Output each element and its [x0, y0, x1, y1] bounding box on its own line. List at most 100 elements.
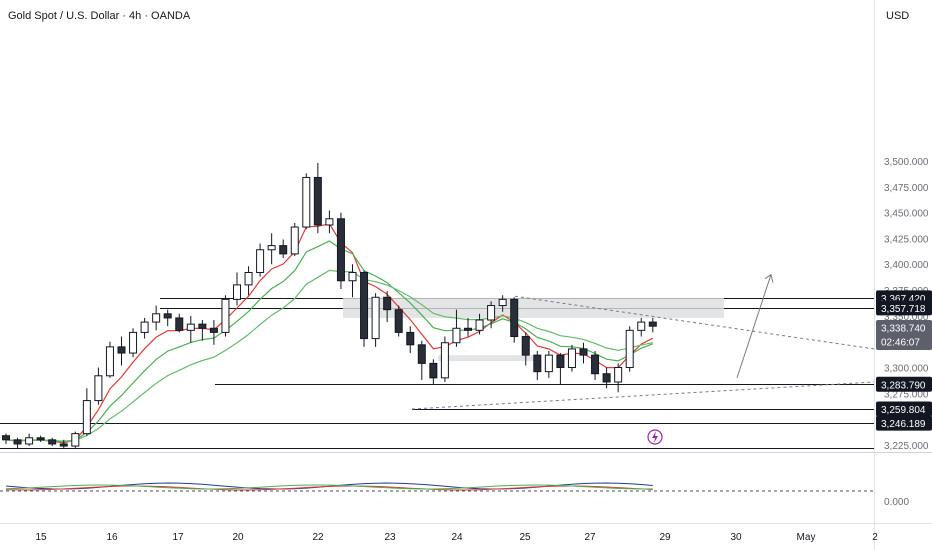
currency-label[interactable]: USD	[886, 10, 910, 22]
candle-up[interactable]	[567, 348, 576, 369]
price-tick-label: 3,500.000	[884, 157, 929, 168]
candle-up[interactable]	[371, 296, 380, 340]
candle-up[interactable]	[25, 437, 34, 445]
candle-down[interactable]	[591, 354, 600, 375]
candle-down[interactable]	[13, 439, 22, 445]
candle-down[interactable]	[48, 439, 57, 445]
projection-arrow-head	[764, 273, 774, 283]
price-label: 3,283.790	[881, 380, 926, 391]
price-label-bg	[876, 320, 932, 351]
osc-tick-label: 0.000	[884, 497, 909, 508]
candle-down[interactable]	[36, 437, 45, 441]
candle-down[interactable]	[429, 362, 438, 379]
time-tick-label: 29	[659, 532, 671, 543]
candle-up[interactable]	[82, 400, 91, 435]
candle-down[interactable]	[602, 373, 611, 383]
candle-down[interactable]	[521, 336, 530, 356]
candle-up[interactable]	[140, 321, 149, 333]
candle-down[interactable]	[209, 327, 218, 333]
candle-up[interactable]	[244, 271, 253, 286]
time-tick-label: May	[797, 532, 816, 543]
time-tick-label: 20	[232, 532, 244, 543]
candle-down[interactable]	[648, 321, 657, 327]
candle-down[interactable]	[279, 245, 288, 255]
price-tick-label: 3,275.000	[884, 389, 929, 400]
ascending-trendline[interactable]	[411, 381, 875, 410]
candle-up[interactable]	[105, 346, 114, 377]
candle-down[interactable]	[163, 313, 172, 319]
time-tick-label: 22	[312, 532, 324, 543]
candle-up[interactable]	[152, 313, 161, 323]
candle-up[interactable]	[129, 331, 138, 354]
time-tick-label: 27	[584, 532, 596, 543]
ma-mid-line	[5, 240, 654, 443]
price-label: 3,338.740	[881, 324, 926, 335]
candle-up[interactable]	[186, 323, 195, 331]
candle-down[interactable]	[579, 348, 588, 356]
time-tick-label: 16	[106, 532, 118, 543]
time-tick-label: 23	[384, 532, 396, 543]
candle-down[interactable]	[394, 309, 403, 333]
candle-up[interactable]	[487, 305, 496, 321]
candle-down[interactable]	[198, 323, 207, 329]
candle-down[interactable]	[417, 344, 426, 364]
symbol-title: Gold Spot / U.S. Dollar · 4h · OANDA	[8, 10, 191, 22]
time-tick-label: 24	[451, 532, 463, 543]
candle-down[interactable]	[533, 354, 542, 373]
candle-down[interactable]	[117, 346, 126, 354]
descending-trendline[interactable]	[514, 295, 875, 350]
price-tick-label: 3,450.000	[884, 209, 929, 220]
candle-down[interactable]	[510, 298, 519, 338]
time-tick-label: 17	[172, 532, 184, 543]
candle-up[interactable]	[625, 329, 634, 369]
price-tick-label: 3,400.000	[884, 260, 929, 271]
price-tick-label: 3,300.000	[884, 364, 929, 375]
candle-down[interactable]	[406, 331, 415, 346]
candle-up[interactable]	[637, 321, 646, 331]
candle-up[interactable]	[614, 367, 623, 383]
candle-down[interactable]	[464, 327, 472, 331]
candle-up[interactable]	[267, 245, 276, 251]
price-label-bg	[876, 415, 932, 431]
candle-up[interactable]	[348, 271, 357, 282]
candle-up[interactable]	[290, 226, 299, 255]
candle-up[interactable]	[256, 249, 265, 273]
candle-down[interactable]	[313, 176, 322, 226]
time-tick-label: 2	[872, 532, 878, 543]
ma-fast-line	[5, 223, 654, 444]
candle-down[interactable]	[336, 218, 345, 282]
candle-down[interactable]	[59, 443, 68, 447]
candle-up[interactable]	[71, 433, 80, 447]
price-tick-label: 3,425.000	[884, 234, 929, 245]
candle-up[interactable]	[233, 284, 241, 300]
price-label: 3,357.718	[881, 304, 926, 315]
candle-up[interactable]	[498, 298, 507, 307]
candle-down[interactable]	[175, 317, 184, 331]
price-label-bg	[876, 401, 932, 417]
osc-red-line	[5, 485, 653, 491]
price-tick-label: 3,350.000	[884, 312, 929, 323]
candle-up[interactable]	[452, 327, 461, 344]
candle-up[interactable]	[475, 319, 484, 331]
candle-up[interactable]	[544, 354, 553, 373]
candle-up[interactable]	[325, 218, 334, 226]
osc-green-line	[5, 484, 653, 490]
projection-arrow[interactable]	[736, 274, 772, 379]
candle-up[interactable]	[440, 342, 449, 379]
price-tick-label: 3,225.000	[884, 441, 929, 452]
candle-down[interactable]	[556, 354, 565, 369]
ma-slow-line	[5, 269, 653, 442]
countdown-label: 02:46:07	[881, 338, 920, 349]
candle-down[interactable]	[383, 296, 392, 311]
lightning-glyph	[652, 431, 658, 443]
candle-up[interactable]	[302, 176, 311, 228]
price-label: 3,367.420	[881, 294, 926, 305]
support-zone[interactable]	[438, 355, 538, 362]
candle-down[interactable]	[2, 435, 10, 441]
candle-down[interactable]	[360, 271, 369, 340]
time-tick-label: 30	[730, 532, 742, 543]
candle-up[interactable]	[94, 375, 103, 402]
candle-up[interactable]	[221, 298, 230, 333]
price-label-bg	[876, 376, 932, 392]
